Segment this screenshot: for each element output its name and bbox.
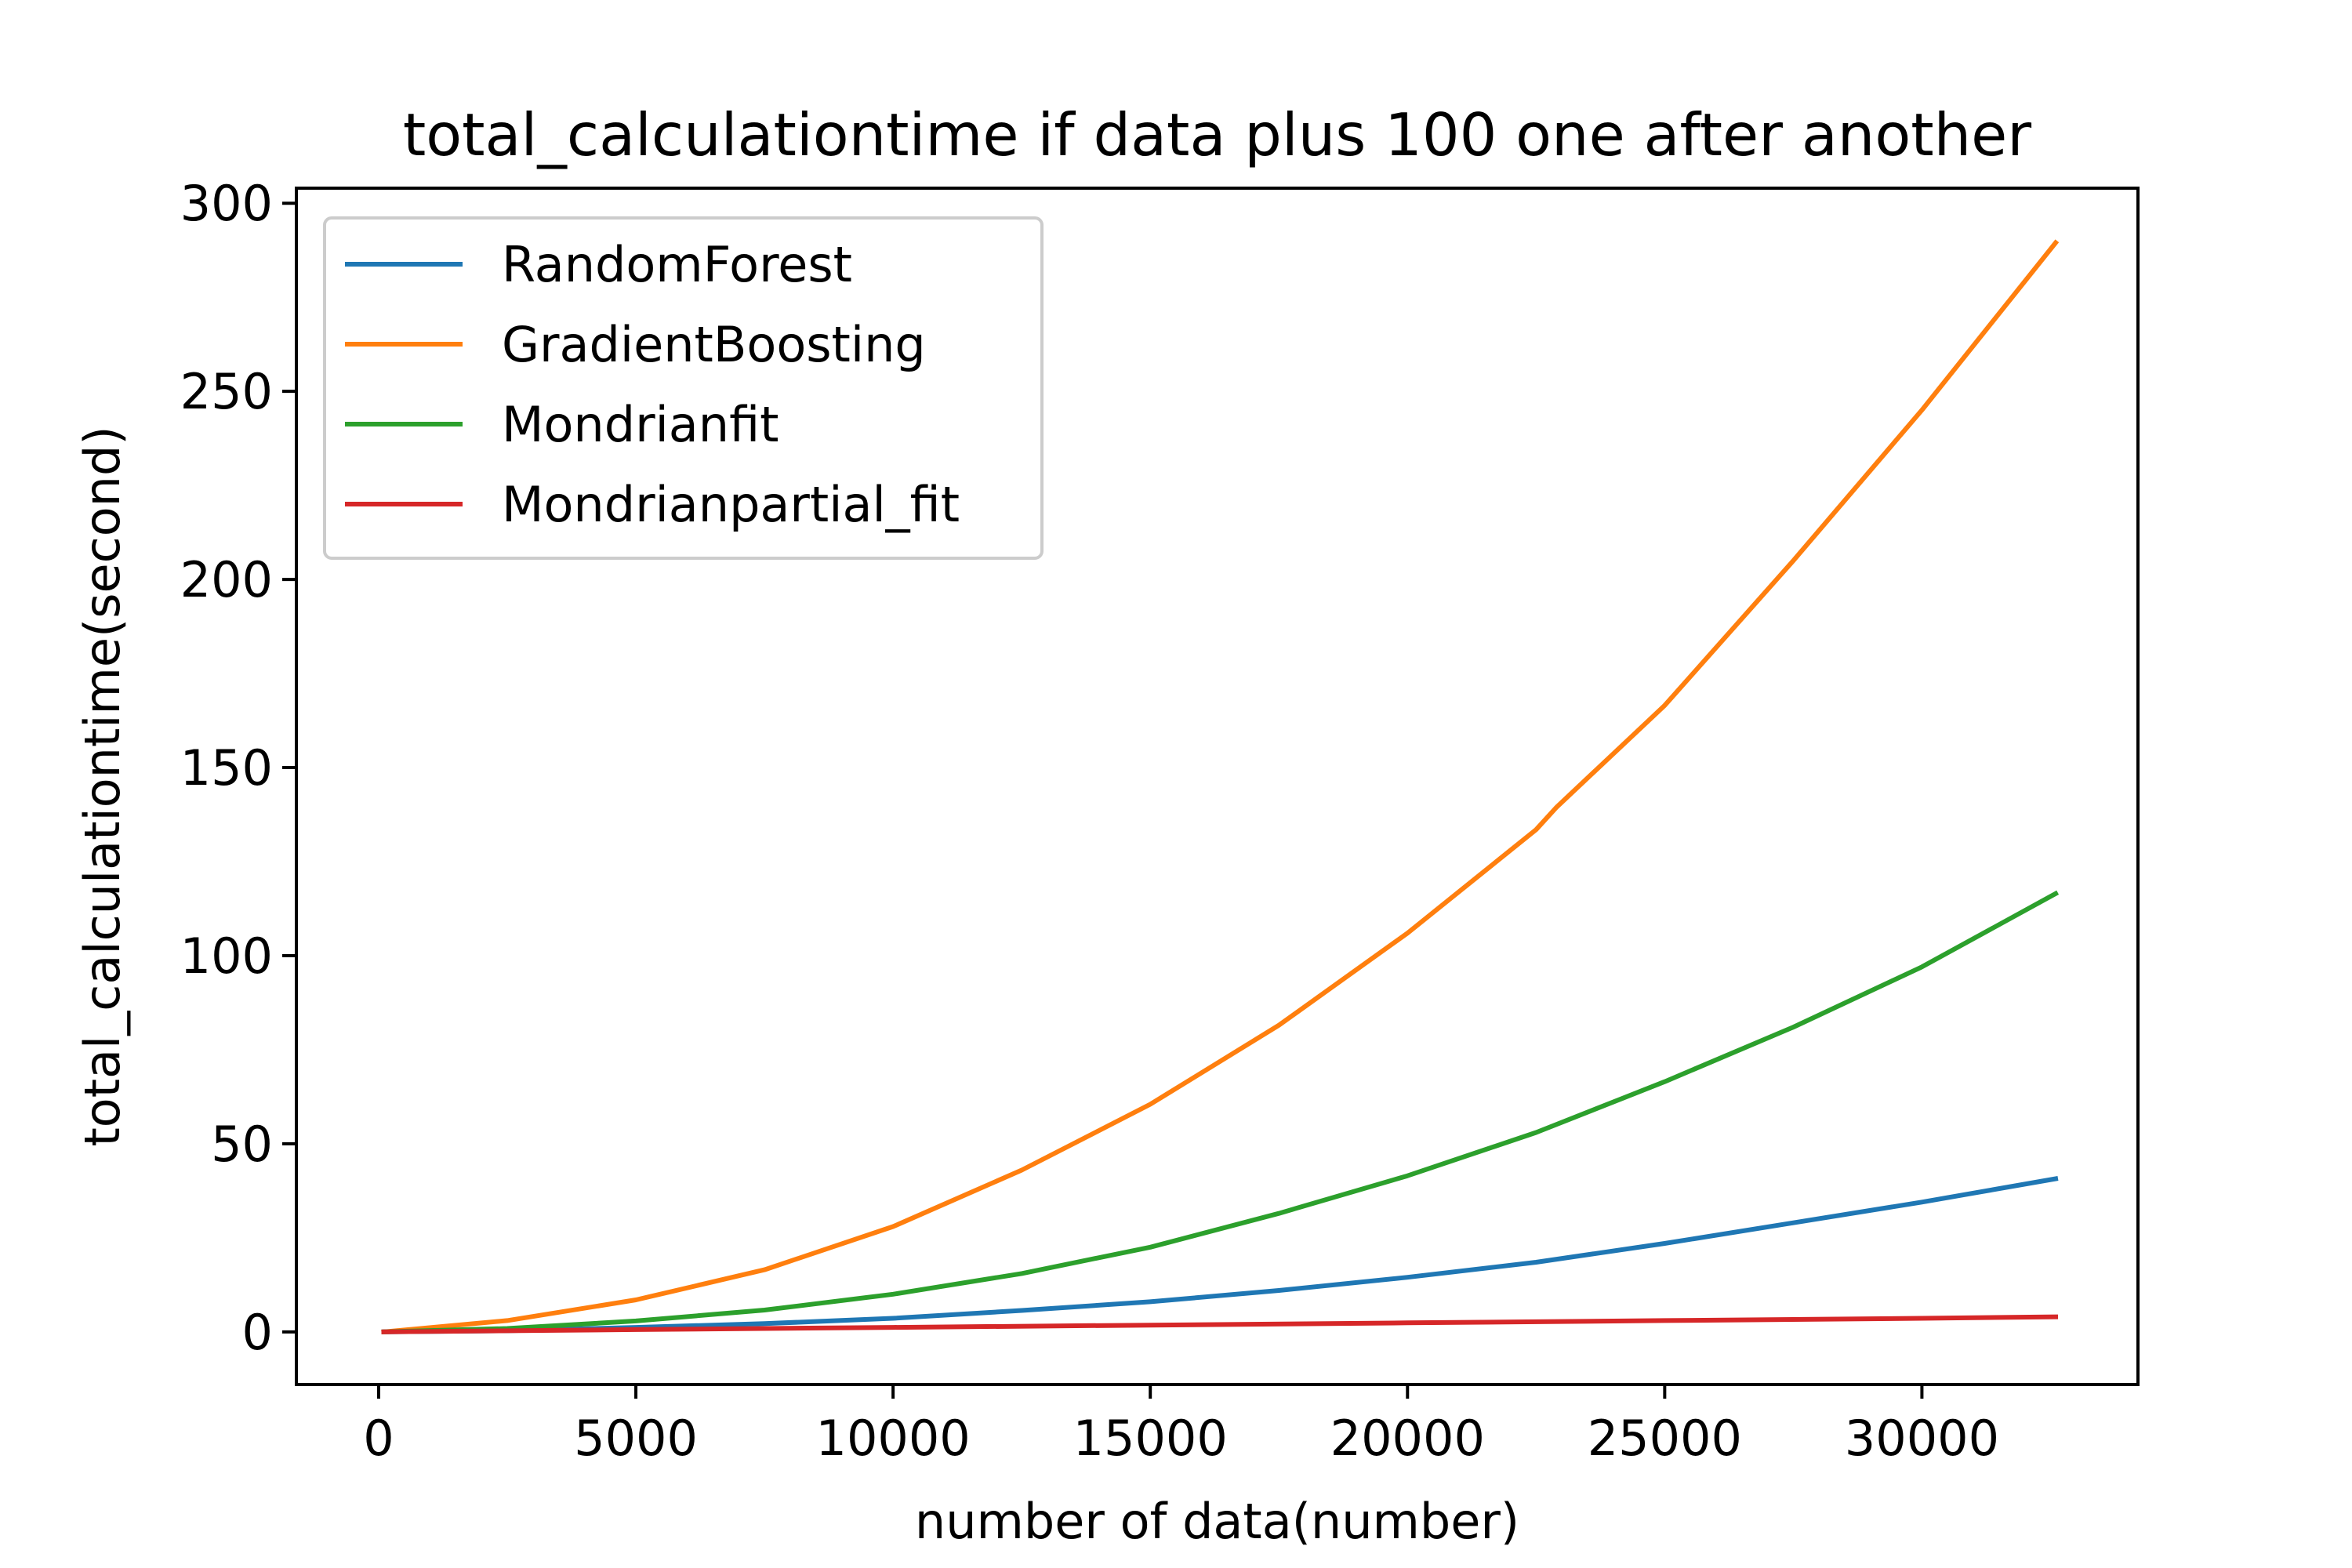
x-tick-label: 10000 — [816, 1410, 971, 1467]
series-lines — [381, 239, 2060, 1335]
legend: RandomForest GradientBoosting Mondrianfit M… — [323, 216, 1044, 560]
x-tick-label: 20000 — [1330, 1410, 1485, 1467]
x-tick-label: 5000 — [574, 1410, 698, 1467]
legend-label-gradientboosting: GradientBoosting — [502, 316, 926, 373]
plot-frame — [295, 187, 2140, 1386]
axis-ticks: 0 5000 10000 15000 20000 25000 30000 0 50 100 150 2… — [180, 175, 1999, 1467]
series-line-randomforest — [381, 1176, 2059, 1334]
y-tick-label: 0 — [242, 1304, 273, 1361]
legend-box — [323, 216, 1044, 560]
x-tick-label: 15000 — [1073, 1410, 1228, 1467]
y-tick-label: 100 — [180, 927, 273, 985]
y-axis-label: total_calculationtime(second) — [74, 426, 131, 1146]
chart-title: total_calculationtime if data plus 100 o… — [403, 100, 2031, 169]
x-tick-label: 25000 — [1588, 1410, 1742, 1467]
x-axis-label: number of data(number) — [915, 1493, 1519, 1550]
series-line-mondrianfit — [381, 890, 2060, 1334]
x-tick-label: 30000 — [1845, 1410, 1999, 1467]
legend-label-mondrianfit: Mondrianfit — [502, 396, 779, 453]
y-tick-label: 150 — [180, 739, 273, 797]
y-tick-label: 200 — [180, 551, 273, 608]
series-line-mondrianpartial-fit — [381, 1314, 2059, 1334]
y-tick-label: 50 — [211, 1116, 273, 1173]
legend-label-randomforest: RandomForest — [502, 236, 852, 293]
y-tick-label: 300 — [180, 175, 273, 232]
legend-label-mondrianpartial-fit: Mondrianpartial_fit — [502, 476, 960, 533]
y-tick-label: 250 — [180, 363, 273, 420]
series-line-gradientboosting — [381, 239, 2060, 1335]
x-tick-label: 0 — [363, 1410, 394, 1467]
